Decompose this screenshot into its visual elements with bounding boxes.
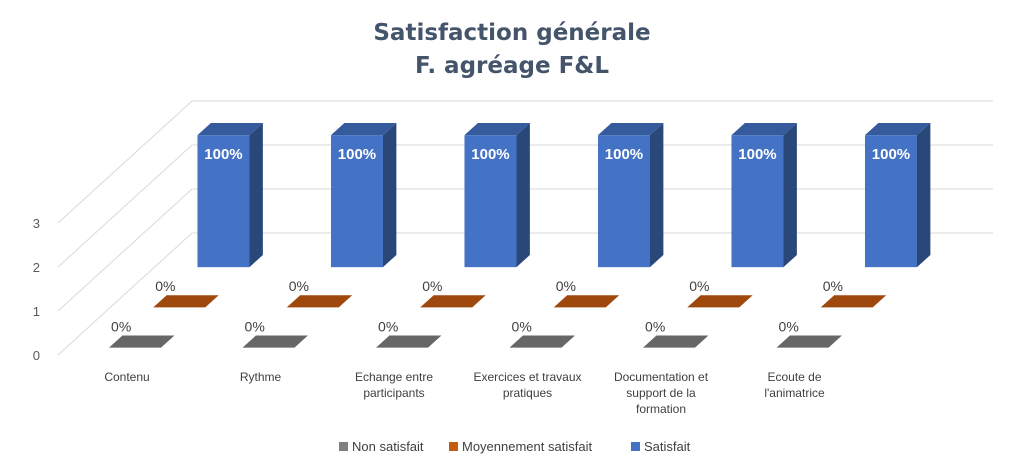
bar-top xyxy=(731,122,797,136)
bar-top xyxy=(643,335,709,348)
data-label: 0% xyxy=(289,278,309,294)
legend-item: Non satisfait xyxy=(339,439,424,454)
y-tick-label: 2 xyxy=(33,260,40,275)
data-label: 100% xyxy=(204,146,242,163)
data-label: 0% xyxy=(556,278,576,294)
legend-swatch xyxy=(339,442,348,451)
bar xyxy=(687,295,753,308)
bar-front xyxy=(731,135,784,268)
data-label: 100% xyxy=(872,146,910,163)
bar xyxy=(820,295,887,308)
data-label: 100% xyxy=(471,146,509,163)
bar xyxy=(242,335,308,348)
bar-top xyxy=(597,122,664,136)
bar-side xyxy=(649,122,664,268)
bar xyxy=(464,122,530,268)
bar-top xyxy=(286,295,353,308)
chart-subtitle: F. agréage F&L xyxy=(415,53,609,79)
data-label: 0% xyxy=(155,278,175,294)
data-label: 0% xyxy=(645,318,665,334)
bar xyxy=(286,295,353,308)
x-axis: Contenu Rythme Echange entre participants Ex… xyxy=(104,370,825,416)
legend: Non satisfait Moyennement satisfait Satisf… xyxy=(339,439,691,454)
legend-label: Satisfait xyxy=(644,439,691,454)
bar-top xyxy=(687,295,753,308)
bar-front xyxy=(330,135,383,268)
bar xyxy=(597,122,664,268)
bar xyxy=(643,335,709,348)
bar-top xyxy=(820,295,887,308)
bar-top xyxy=(153,295,219,308)
data-label: 0% xyxy=(422,278,442,294)
legend-label: Moyennement satisfait xyxy=(462,439,592,454)
y-axis: 0 1 2 3 xyxy=(33,216,40,363)
legend-swatch xyxy=(449,442,458,451)
bar-front xyxy=(197,135,250,268)
data-label: 100% xyxy=(738,146,776,163)
bar xyxy=(776,335,842,348)
gridline xyxy=(57,144,993,268)
bar-top xyxy=(864,122,931,136)
legend-item: Moyennement satisfait xyxy=(449,439,592,454)
bar-top xyxy=(553,295,620,308)
data-label: 0% xyxy=(378,318,398,334)
bar xyxy=(731,122,797,268)
bar xyxy=(330,122,397,268)
data-label: 0% xyxy=(689,278,709,294)
bar xyxy=(197,122,263,268)
bar xyxy=(420,295,486,308)
bar xyxy=(376,335,442,348)
x-tick-label: Documentation et support de la formation xyxy=(614,370,709,416)
data-label: 100% xyxy=(338,146,376,163)
bar-top xyxy=(464,122,530,136)
x-tick-label: Ecoute de l'animatrice xyxy=(764,370,825,400)
y-tick-label: 1 xyxy=(33,304,40,319)
data-label: 0% xyxy=(823,278,843,294)
legend-swatch xyxy=(631,442,640,451)
legend-item: Satisfait xyxy=(631,439,691,454)
gridline xyxy=(57,232,993,356)
bar-top xyxy=(242,335,308,348)
bar-side xyxy=(249,122,263,268)
data-label: 100% xyxy=(605,146,643,163)
y-tick-label: 3 xyxy=(33,216,40,231)
x-tick-label: Echange entre participants xyxy=(355,370,433,400)
bar-top xyxy=(776,335,842,348)
y-tick-label: 0 xyxy=(33,348,40,363)
bar xyxy=(109,335,175,348)
bar-front xyxy=(464,135,517,268)
bar-top xyxy=(109,335,175,348)
bar-side xyxy=(382,122,397,268)
bar-side xyxy=(783,122,797,268)
bar-top xyxy=(420,295,486,308)
bar-top xyxy=(509,335,575,348)
bar xyxy=(509,335,575,348)
data-label: 0% xyxy=(111,318,131,334)
bar-top xyxy=(197,122,263,136)
bar-top xyxy=(330,122,397,136)
gridlines xyxy=(57,100,993,356)
data-label: 0% xyxy=(779,318,799,334)
bar-top xyxy=(376,335,442,348)
data-label: 0% xyxy=(245,318,265,334)
bar-front xyxy=(597,135,650,268)
x-tick-label: Contenu xyxy=(104,370,149,384)
x-tick-label: Exercices et travaux pratiques xyxy=(473,370,581,400)
bar xyxy=(864,122,931,268)
bar xyxy=(153,295,219,308)
gridline xyxy=(57,188,993,312)
gridline xyxy=(57,100,993,224)
bars: 0% 0% 100% 0% 0% 100% 0% 0% 100% 0% 0% 100% 0% 0% 100%… xyxy=(109,122,931,348)
bar-front xyxy=(864,135,917,268)
bar xyxy=(553,295,620,308)
chart-title: Satisfaction générale xyxy=(373,20,650,46)
bar-side xyxy=(516,122,530,268)
x-tick-label: Rythme xyxy=(240,370,282,384)
bar-side xyxy=(916,122,931,268)
legend-label: Non satisfait xyxy=(352,439,424,454)
data-label: 0% xyxy=(512,318,532,334)
